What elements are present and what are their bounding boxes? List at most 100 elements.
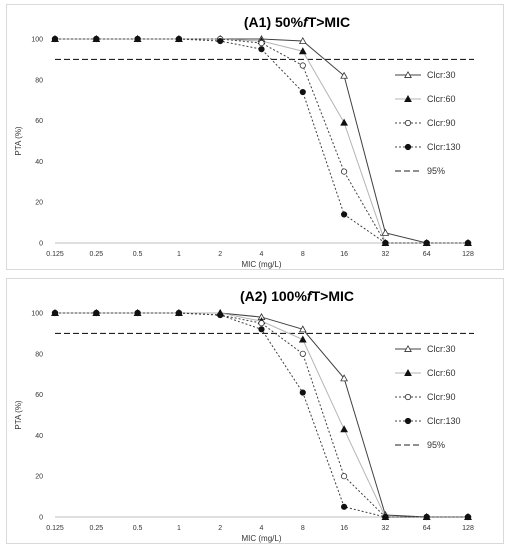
chart-title-1: (A2) 100%fT>MIC [240, 288, 354, 304]
data-point-series-2 [299, 62, 306, 69]
y-tick-label: 20 [35, 474, 43, 481]
y-tick-label: 80 [35, 351, 43, 358]
chart-a2: (A2) 100%fT>MIC 0 20 40 60 80 100 0.125 0.25 0.5 1… [14, 288, 474, 543]
data-point-series-3 [340, 211, 348, 218]
legend-label-2: Clcr:90 [427, 118, 456, 128]
legend-marker-2 [404, 393, 412, 401]
x-tick-label: 64 [423, 525, 431, 532]
data-point-series-3 [217, 37, 224, 45]
x-tick-label: 16 [340, 251, 348, 258]
y-tick-label: 40 [35, 159, 43, 166]
chart-title-0: (A1) 50%fT>MIC [244, 14, 350, 30]
legend-marker-3 [404, 143, 412, 151]
y-tick-label: 80 [35, 77, 43, 84]
legend-marker-1 [404, 94, 412, 102]
data-point-series-3 [51, 309, 59, 317]
legend-marker-0 [404, 344, 412, 352]
legend-marker-2 [404, 119, 412, 127]
data-point-series-2 [340, 473, 348, 480]
data-point-series-3 [93, 309, 100, 317]
data-point-series-2 [258, 39, 265, 47]
data-point-series-3 [382, 513, 389, 521]
series-line-1 [55, 312, 468, 518]
legend-label-0: Clcr:30 [427, 70, 456, 80]
data-point-series-0 [298, 37, 307, 44]
data-point-series-3 [464, 513, 472, 521]
data-point-series-3 [340, 503, 348, 510]
series-line-3 [55, 38, 468, 244]
legend-label-2: Clcr:90 [427, 392, 456, 402]
data-point-series-3 [423, 239, 430, 247]
data-point-series-3 [134, 35, 141, 43]
series-line-0 [55, 312, 468, 518]
y-tick-label: 100 [31, 37, 43, 44]
x-tick-label: 2 [218, 525, 222, 532]
title-part: f [303, 14, 309, 30]
legend-label-3: Clcr:130 [427, 142, 461, 152]
title-part: f [307, 288, 313, 304]
data-point-series-2 [299, 350, 306, 357]
y-tick-label: 60 [35, 392, 43, 399]
x-tick-label: 1 [177, 251, 181, 258]
data-point-series-1 [340, 118, 348, 126]
x-tick-label: 32 [382, 251, 390, 258]
series-line-3 [55, 312, 468, 518]
legend-marker-1 [404, 368, 412, 376]
series-line-0 [55, 38, 468, 244]
legend-label-1: Clcr:60 [427, 368, 456, 378]
data-point-series-1 [298, 335, 307, 343]
data-point-series-3 [299, 88, 306, 96]
x-tick-label: 0.125 [46, 525, 64, 532]
chart-panel-a1: (A1) 50%fT>MIC 0 20 40 60 80 100 0.125 0.25 0.5 1 2… [6, 4, 504, 270]
y-tick-label: 0 [39, 241, 43, 248]
data-point-series-3 [217, 311, 224, 319]
series-line-1 [55, 38, 468, 244]
x-tick-label: 128 [462, 251, 474, 258]
x-tick-label: 8 [301, 251, 305, 258]
legend-label-3: Clcr:130 [427, 416, 461, 426]
data-point-series-3 [175, 35, 182, 43]
data-point-series-3 [175, 309, 182, 317]
y-tick-label: 100 [31, 311, 43, 318]
x-tick-label: 128 [462, 525, 474, 532]
data-point-series-2 [340, 168, 348, 175]
x-tick-label: 0.25 [89, 251, 103, 258]
y-axis-label: PTA (%) [14, 400, 23, 430]
x-tick-label: 2 [218, 251, 222, 258]
data-point-series-0 [381, 228, 390, 236]
data-point-series-2 [258, 320, 265, 327]
x-tick-label: 0.125 [46, 251, 64, 258]
series-line-2 [55, 38, 468, 244]
data-point-series-3 [134, 309, 141, 317]
y-tick-label: 0 [39, 515, 43, 522]
y-tick-label: 40 [35, 433, 43, 440]
chart-panel-a2: (A2) 100%fT>MIC 0 20 40 60 80 100 0.125 0.25 0.5 1… [6, 278, 504, 544]
x-tick-label: 64 [423, 251, 431, 258]
y-axis-label: PTA (%) [14, 126, 23, 156]
data-point-series-3 [93, 35, 100, 43]
data-point-series-0 [340, 374, 348, 382]
x-tick-label: 16 [340, 525, 348, 532]
data-point-series-3 [258, 326, 265, 333]
legend-label-0: Clcr:30 [427, 344, 456, 354]
x-tick-label: 0.25 [89, 525, 103, 532]
title-part: (A2) 100% [240, 288, 307, 304]
data-point-series-3 [382, 239, 389, 247]
x-tick-label: 1 [177, 525, 181, 532]
data-point-series-3 [51, 35, 59, 43]
data-point-series-3 [464, 239, 472, 247]
legend-marker-3 [404, 417, 412, 425]
title-part: T>MIC [308, 14, 350, 30]
legend-label-reference: 95% [427, 166, 445, 176]
data-point-series-3 [423, 513, 430, 521]
legend-label-reference: 95% [427, 440, 445, 450]
data-point-series-0 [298, 325, 307, 333]
legend-marker-0 [404, 70, 412, 78]
x-tick-label: 0.5 [133, 525, 143, 532]
legend-label-1: Clcr:60 [427, 94, 456, 104]
data-point-series-1 [340, 425, 348, 433]
x-tick-label: 8 [301, 525, 305, 532]
y-tick-label: 20 [35, 200, 43, 207]
data-point-series-3 [258, 46, 265, 53]
